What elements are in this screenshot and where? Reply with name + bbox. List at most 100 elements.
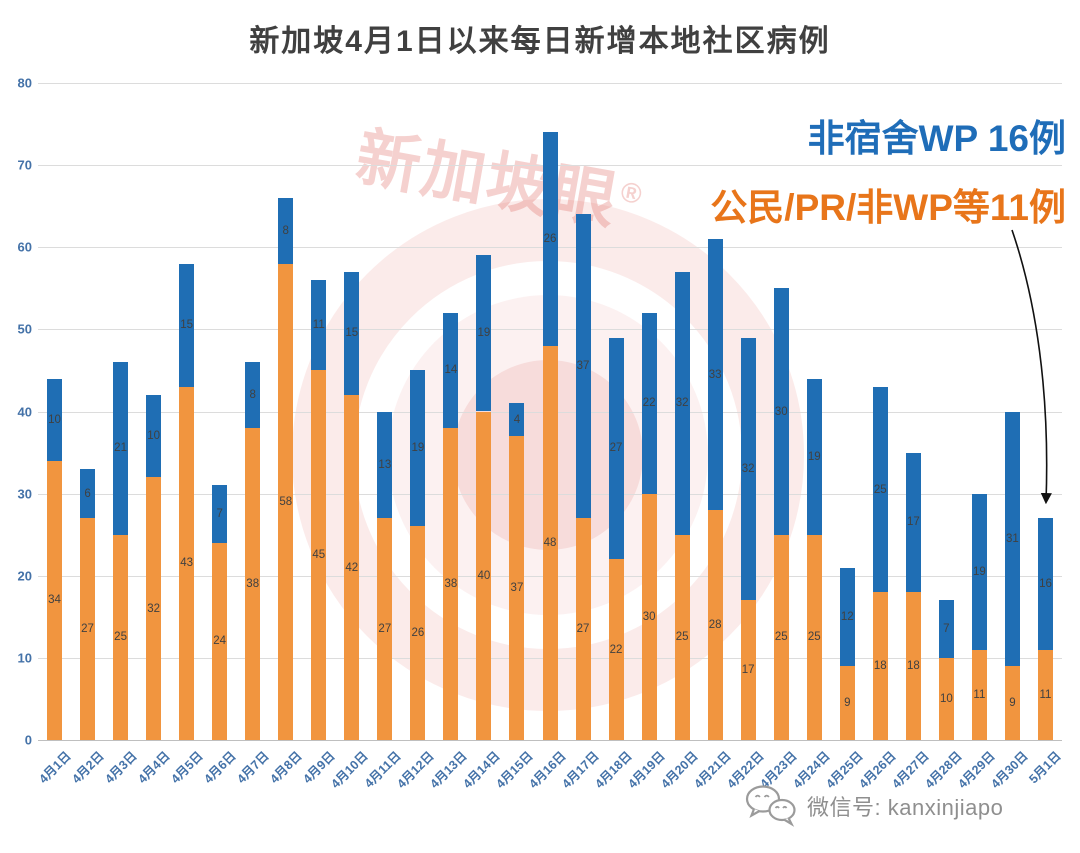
- bar-segment-citizen-pr: [1037, 649, 1053, 740]
- bar-segment-citizen-pr: [311, 370, 327, 740]
- bar-value-label: 9: [844, 697, 851, 710]
- bar-segment-nondorm-wp: [344, 271, 360, 396]
- bar-segment-citizen-pr: [179, 386, 195, 740]
- bar-value-label: 25: [873, 483, 887, 496]
- y-axis-tick-label: 70: [17, 157, 32, 173]
- bar-segment-nondorm-wp: [47, 378, 63, 461]
- bar-segment-citizen-pr: [344, 395, 360, 740]
- y-axis-tick-label: 30: [17, 486, 32, 502]
- bar-value-label: 32: [741, 462, 755, 475]
- bar-segment-citizen-pr: [872, 592, 888, 740]
- bar-segment-citizen-pr: [476, 411, 492, 740]
- bar-value-label: 7: [943, 623, 950, 636]
- bar-value-label: 22: [642, 397, 656, 410]
- y-axis-tick-label: 0: [24, 732, 32, 748]
- bar-value-label: 17: [906, 516, 920, 529]
- bar-segment-nondorm-wp: [80, 468, 96, 519]
- bar-segment-citizen-pr: [905, 592, 921, 740]
- bar-segment-citizen-pr: [113, 534, 129, 740]
- bar-value-label: 30: [642, 610, 656, 623]
- bar-value-label: 10: [48, 413, 61, 426]
- bar-value-label: 27: [609, 442, 623, 455]
- bar-value-label: 48: [543, 536, 557, 549]
- bar-value-label: 19: [807, 450, 821, 463]
- bar-value-label: 25: [807, 631, 821, 644]
- bar-segment-citizen-pr: [245, 427, 261, 740]
- bar-segment-citizen-pr: [212, 542, 228, 740]
- bar-value-label: 26: [543, 233, 557, 246]
- bar-segment-nondorm-wp: [806, 378, 822, 535]
- bar-value-label: 19: [973, 565, 986, 578]
- bar-segment-citizen-pr: [839, 666, 855, 740]
- bar-value-label: 8: [282, 224, 289, 237]
- bar-segment-citizen-pr: [443, 427, 459, 740]
- bar-segment-nondorm-wp: [443, 312, 459, 428]
- bar-segment-nondorm-wp: [773, 288, 789, 535]
- bar-value-label: 14: [444, 364, 458, 377]
- bar-value-label: 42: [345, 561, 359, 574]
- bar-value-label: 4: [513, 413, 521, 426]
- y-axis-tick-label: 50: [17, 321, 32, 337]
- bar-value-label: 16: [1039, 577, 1052, 590]
- bar-segment-nondorm-wp: [938, 600, 954, 658]
- gridline: [38, 83, 1062, 84]
- bar-segment-citizen-pr: [806, 534, 822, 740]
- annotation-citizen-pr-nonwp: 公民/PR/非WP等11例: [710, 187, 1066, 228]
- bar-segment-nondorm-wp: [575, 214, 591, 519]
- bar-value-label: 25: [114, 631, 127, 644]
- bar-value-label: 40: [477, 569, 491, 582]
- bar-value-label: 7: [216, 508, 223, 521]
- bar-value-label: 34: [48, 594, 61, 607]
- bar-segment-nondorm-wp: [542, 132, 558, 346]
- bar-segment-citizen-pr: [674, 534, 690, 740]
- bar-segment-nondorm-wp: [113, 362, 129, 535]
- bar-value-label: 11: [312, 319, 325, 332]
- bar-segment-nondorm-wp: [278, 197, 294, 264]
- bar-segment-nondorm-wp: [608, 337, 624, 560]
- bar-value-label: 18: [873, 660, 887, 673]
- bar-value-label: 37: [576, 360, 590, 373]
- bar-segment-nondorm-wp: [245, 362, 261, 428]
- bar-value-label: 32: [147, 602, 161, 615]
- bar-value-label: 38: [246, 577, 260, 590]
- bar-value-label: 30: [774, 405, 788, 418]
- bar-segment-citizen-pr: [773, 534, 789, 740]
- annotation-nondorm-wp: 非宿舍WP 16例: [807, 118, 1066, 159]
- bar-segment-citizen-pr: [47, 460, 63, 740]
- bar-segment-citizen-pr: [542, 345, 558, 740]
- bar-segment-nondorm-wp: [674, 271, 690, 535]
- bar-value-label: 11: [1039, 688, 1052, 701]
- wechat-icon: [745, 785, 796, 827]
- bar-value-label: 43: [180, 557, 194, 570]
- bar-segment-nondorm-wp: [212, 485, 228, 543]
- bar-value-label: 17: [741, 664, 755, 677]
- bar-value-label: 9: [1009, 697, 1016, 710]
- bar-segment-citizen-pr: [146, 477, 162, 740]
- bar-value-label: 58: [279, 495, 293, 508]
- bar-value-label: 13: [378, 458, 392, 471]
- bar-segment-nondorm-wp: [641, 312, 657, 494]
- bar-segment-nondorm-wp: [905, 452, 921, 593]
- bar-segment-nondorm-wp: [740, 337, 756, 601]
- bar-segment-citizen-pr: [278, 263, 294, 740]
- bar-segment-nondorm-wp: [146, 395, 162, 478]
- bar-segment-citizen-pr: [740, 600, 756, 740]
- bar-segment-citizen-pr: [509, 436, 525, 740]
- bar-value-label: 25: [774, 631, 788, 644]
- bar-segment-citizen-pr: [1004, 666, 1020, 740]
- bar-segment-citizen-pr: [608, 559, 624, 740]
- y-axis-tick-label: 40: [17, 404, 32, 419]
- bar-segment-nondorm-wp: [872, 386, 888, 593]
- bar-segment-nondorm-wp: [509, 403, 525, 437]
- bar-value-label: 18: [906, 660, 920, 673]
- bar-segment-nondorm-wp: [971, 493, 987, 650]
- bar-value-label: 28: [708, 619, 722, 632]
- bar-value-label: 15: [180, 319, 194, 332]
- bar-value-label: 24: [213, 635, 227, 648]
- bar-value-label: 27: [81, 623, 94, 636]
- bar-value-label: 27: [576, 623, 590, 636]
- bar-value-label: 12: [840, 610, 854, 623]
- bar-value-label: 11: [973, 688, 986, 701]
